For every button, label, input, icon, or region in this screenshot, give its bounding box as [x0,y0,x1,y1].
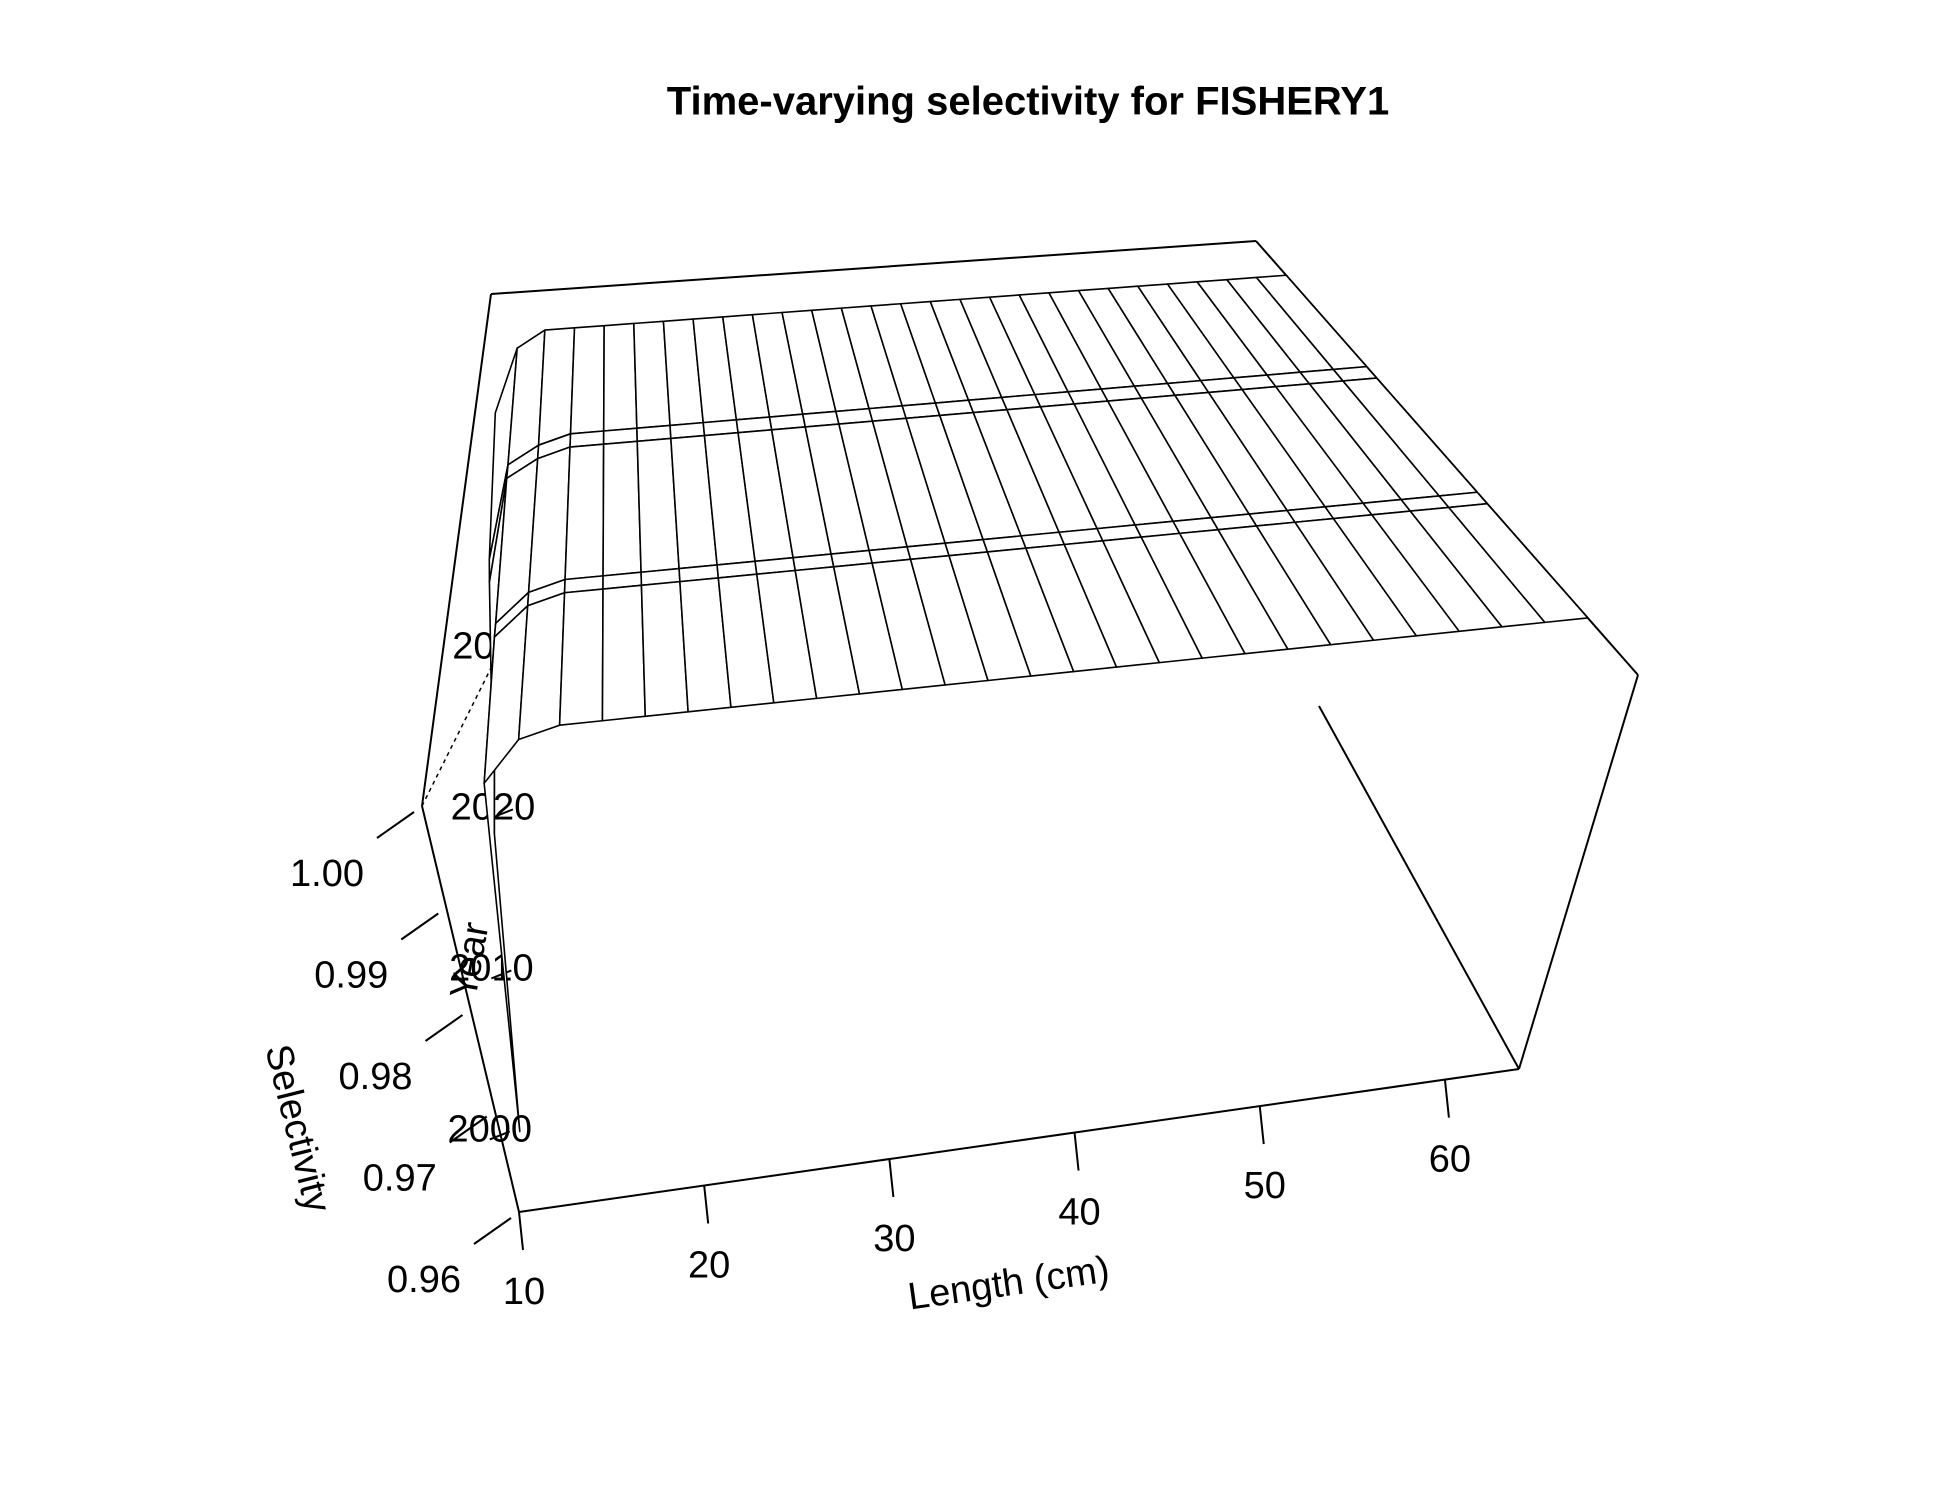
box-edge-hidden [421,599,526,807]
x-tick [1258,1105,1265,1145]
z-tick [376,811,415,839]
y-tick [490,969,512,980]
z-tick [473,1217,512,1245]
z-tick [400,912,439,941]
box-edge [1318,705,1520,1070]
x-tick-label: 20 [688,1245,730,1287]
z-axis-title: Selectivity [256,1040,338,1216]
surface-cell [601,584,647,722]
x-tick-label: 60 [1429,1139,1471,1181]
x-tick [1443,1079,1450,1118]
z-tick-label: 1.00 [290,853,364,895]
y-tick [492,808,514,819]
x-tick-label: 40 [1058,1192,1100,1234]
x-tick [518,1211,524,1251]
surface-cell [569,324,605,435]
z-tick-label: 0.96 [387,1259,461,1301]
surface-cell [602,322,638,432]
box-edge [518,1068,1520,1213]
surface-cell [558,588,604,727]
x-axis-title: Length (cm) [905,1249,1112,1319]
y-tick [489,1130,511,1141]
box-edge [421,293,492,807]
box-edge [490,240,1257,295]
z-tick-label: 0.97 [363,1158,437,1200]
z-tick [449,1115,488,1144]
surface-cell [537,327,576,446]
surface-cell [1447,502,1589,624]
z-tick [424,1014,464,1042]
x-tick [1073,1132,1080,1171]
box-edge [1518,674,1639,1070]
x-tick-label: 10 [503,1271,545,1313]
surface-cell [564,443,605,581]
x-tick-label: 50 [1244,1165,1286,1207]
x-tick-label: 30 [873,1218,915,1260]
y-tick-label: 2010 [449,947,534,989]
chart-title: Time-varying selectivity for FISHERY1 [667,80,1389,124]
box-edge [421,805,520,1213]
surface-cell [602,440,642,577]
x-tick [888,1158,895,1198]
z-tick-label: 0.98 [339,1056,413,1098]
z-tick-label: 0.99 [314,955,388,997]
x-tick [703,1185,710,1224]
